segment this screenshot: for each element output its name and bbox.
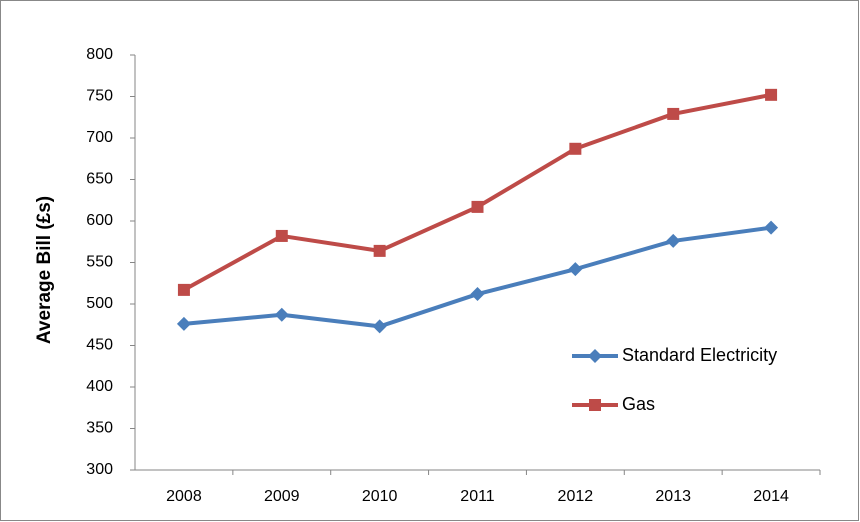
marker (588, 349, 602, 363)
x-tick-label: 2012 (558, 488, 594, 505)
marker (470, 287, 485, 302)
y-tick-label: 800 (86, 46, 113, 63)
x-tick-label: 2013 (655, 488, 691, 505)
marker (666, 233, 681, 248)
y-tick-label: 500 (86, 295, 113, 312)
marker (177, 283, 190, 296)
y-tick-label: 750 (86, 88, 113, 105)
y-tick-label: 300 (86, 461, 113, 478)
marker (764, 220, 779, 235)
x-tick-label: 2010 (362, 488, 398, 505)
x-tick-label: 2009 (264, 488, 300, 505)
x-tick-label: 2008 (166, 488, 202, 505)
marker (765, 88, 778, 101)
y-tick-label: 450 (86, 337, 113, 354)
y-tick-label: 600 (86, 212, 113, 229)
x-tick-label: 2011 (460, 488, 495, 505)
marker (274, 307, 289, 322)
marker (471, 200, 484, 213)
marker (568, 262, 583, 277)
marker (667, 107, 680, 120)
y-tick-label: 400 (86, 378, 113, 395)
y-tick-label: 700 (86, 129, 113, 146)
legend-label: Standard Electricity (622, 345, 777, 365)
y-tick-label: 550 (86, 254, 113, 271)
marker (373, 244, 386, 257)
y-tick-label: 350 (86, 420, 113, 437)
marker (275, 229, 288, 242)
marker (589, 399, 601, 411)
legend-label: Gas (622, 394, 655, 414)
marker (569, 142, 582, 155)
x-tick-label: 2014 (753, 488, 789, 505)
y-axis-title: Average Bill (£s) (34, 196, 55, 344)
marker (372, 319, 387, 334)
marker (176, 316, 191, 331)
y-tick-label: 650 (86, 171, 113, 188)
